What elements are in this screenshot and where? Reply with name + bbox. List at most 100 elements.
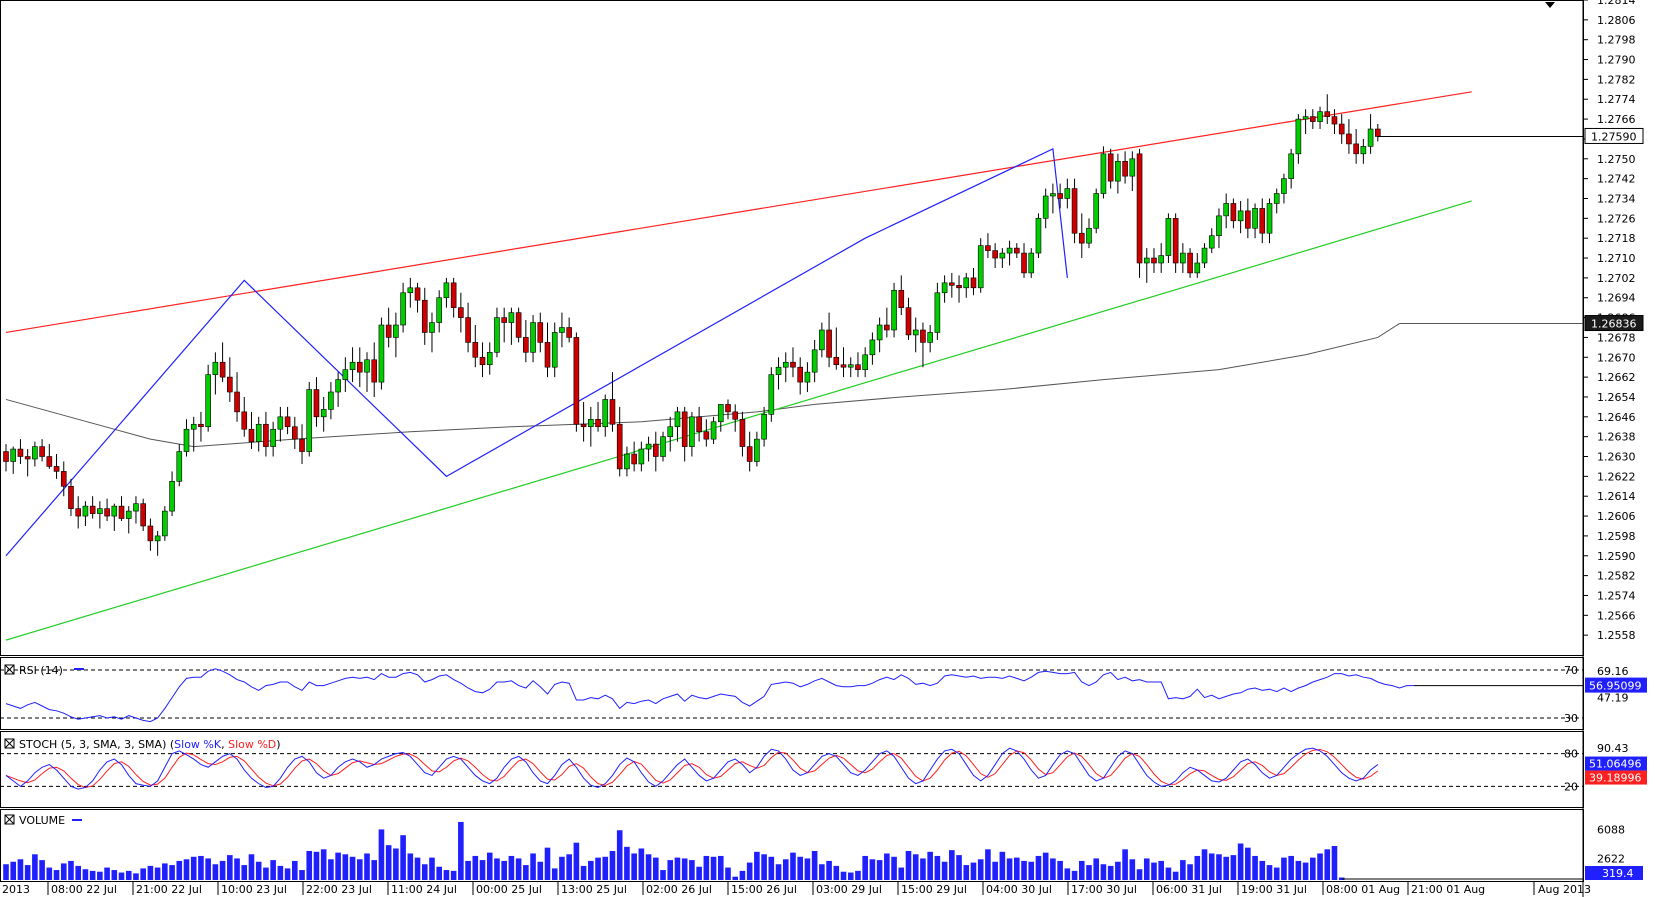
volume-bar [1143,858,1150,880]
candle-body-up [169,481,175,512]
volume-label-group: VOLUME [4,814,82,827]
volume-bar [1136,869,1143,880]
volume-bar [133,873,139,880]
stoch-d-current-label: 39.18996 [1589,772,1642,785]
volume-bar [46,867,53,880]
candle [1273,188,1280,214]
candle [378,317,385,390]
volume-bar [1107,865,1114,880]
candle [638,441,645,472]
candle-body-up [876,324,883,341]
candle-body-down [884,324,890,331]
candle-body-down [652,443,659,457]
volume-bar [162,863,168,880]
volume-bar [1273,867,1280,880]
volume-bar [920,858,926,880]
volume-bar [32,854,38,880]
volume-bar [39,860,45,880]
candle [891,282,897,338]
time-tick-label: 2013 [2,883,30,896]
candle-body-down [573,337,580,425]
candle-body-up [1165,218,1172,256]
candle-body-up [342,369,349,380]
candle [1143,248,1150,283]
candle [364,352,370,393]
candle-body-up [407,287,414,294]
candle-body-up [125,510,132,519]
candle-body-up [1295,118,1302,155]
candle-body-up [486,352,493,366]
volume-bar [335,852,341,880]
time-tick-label: 11:00 24 Jul [391,883,457,896]
candle-body-down [234,391,240,413]
candle-body-down [1013,247,1020,254]
candle [1367,114,1374,154]
candle [1028,248,1035,278]
volume-toggle-icon[interactable] [4,814,15,825]
candle-body-up [1064,188,1071,199]
volume-bar [869,859,876,880]
candle [1165,213,1172,263]
candle-body-down [24,456,31,460]
candle-body-up [1317,111,1323,122]
volume-bar [689,860,695,880]
volume-bar [804,858,811,880]
volume-bar [263,867,269,880]
candle-body-down [291,426,298,440]
candle-body-down [790,361,796,368]
volume-bar [436,866,442,880]
candle-body-down [1353,143,1359,155]
volume-bar [992,861,998,880]
volume-bar [313,851,320,880]
candle [595,401,601,432]
volume-bar [349,856,356,880]
candle-body-up [782,361,789,368]
candle-body-down [1346,133,1352,145]
candle-body-up [638,448,645,465]
candle [421,287,428,345]
candle [1208,228,1215,254]
candle [97,501,103,529]
candle [1237,200,1244,234]
volume-bar [1093,858,1100,880]
candle [674,406,681,442]
candle-body-up [436,297,443,323]
candle [270,421,276,457]
candle-body-up [1129,158,1136,177]
candle-body-down [840,364,847,368]
rsi-toggle-icon[interactable] [4,664,15,675]
time-axis: 2013 08:00 22 Jul 21:00 22 Jul 10:00 23 Jul… [2,882,1591,896]
candle-body-up [443,282,450,299]
candle-body-up [494,317,500,353]
volume-bar [1201,849,1208,880]
volume-current-tag: 319.4 [1585,866,1643,880]
stoch-toggle-icon[interactable] [4,738,15,749]
trendline-2 [5,147,1068,557]
scroll-marker-icon[interactable] [1545,2,1555,8]
candle-body-down [458,307,464,318]
price-tick-label: 1.2814 [1597,0,1636,7]
current-price-label: 1.27590 [1591,130,1637,143]
candle [1064,178,1071,209]
price-axis: 1.2814 1.2806 1.2798 1.2790 1.2782 1.2774 1.27… [1583,0,1636,642]
volume-bar [977,859,984,880]
volume-bar [277,865,284,880]
volume-bar [559,856,565,880]
volume-bar [306,850,313,880]
volume-bar [125,870,132,880]
candle-body-down [595,418,601,428]
volume-bar [855,870,861,880]
volume-bar [494,858,500,880]
candle [176,444,183,487]
candle [190,416,197,452]
price-tick-label: 1.2702 [1597,272,1636,285]
candle [1353,129,1359,164]
candle-body-up [977,245,984,289]
price-tick-label: 1.2654 [1597,391,1636,404]
volume-bar [1216,854,1222,880]
candle-body-down [905,307,912,336]
candle-body-up [154,535,161,542]
candle-body-up [717,404,724,423]
volume-bar [544,847,551,880]
candle-body-down [1122,160,1128,177]
